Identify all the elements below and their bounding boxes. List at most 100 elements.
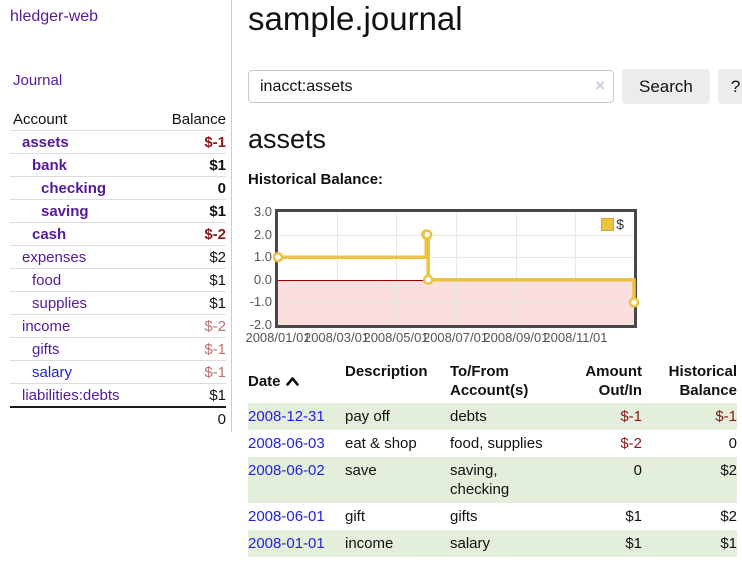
account-link[interactable]: gifts [32,340,60,358]
page-title: sample.journal [248,0,463,37]
account-balance-table: Account Balance assets $-1 bank $1 checking 0… [10,108,226,431]
register-row: 2008-06-02 save saving, checking 0 $2 [248,457,737,503]
x-axis-tick: 2008/07/01 [422,330,489,345]
data-point-marker [422,274,434,286]
y-axis-tick: 0.0 [253,271,272,287]
transaction-date-link[interactable]: 2008-06-03 [248,435,325,452]
account-balance: 0 [217,179,226,197]
nav-journal-link[interactable]: Journal [13,72,63,89]
account-balance: $1 [209,294,226,312]
account-heading: assets [248,124,327,154]
transaction-amount: 0 [633,462,642,479]
column-header-balance: Historical Balance [668,363,737,399]
transaction-description: pay off [345,408,390,425]
y-axis-tick: 2.0 [253,226,272,242]
transaction-amount: $-1 [620,408,642,425]
account-row: saving $1 [10,200,226,223]
account-row: cash $-2 [10,223,226,246]
chart-title: Historical Balance: [248,171,384,188]
search-button[interactable]: Search [622,69,710,104]
register-table: Date Description To/From Account(s) Amou… [248,362,737,557]
clear-search-icon[interactable]: × [595,76,605,95]
search-bar: × Search ? [248,69,742,104]
account-balance: $1 [209,271,226,289]
account-row: bank $1 [10,154,226,177]
data-point-marker [272,251,284,263]
account-link[interactable]: liabilities:debts [22,386,120,404]
column-header-description: Description [345,363,428,380]
transaction-balance: $2 [720,462,737,479]
register-row: 2008-12-31 pay off debts $-1 $-1 [248,403,737,430]
transaction-accounts: gifts [450,508,478,525]
account-balance: $-1 [204,133,226,151]
transaction-description: save [345,462,377,479]
account-row: gifts $-1 [10,338,226,361]
account-link[interactable]: saving [41,202,89,220]
sort-ascending-icon [285,376,299,386]
gridline [336,212,338,325]
transaction-accounts: saving, checking [450,462,510,498]
help-button[interactable]: ? [717,69,742,104]
transaction-balance: $1 [720,535,737,552]
transaction-date-link[interactable]: 2008-06-02 [248,462,325,479]
transaction-balance: 0 [728,435,737,452]
balance-series-line [272,229,640,308]
transaction-date-link[interactable]: 2008-12-31 [248,408,325,425]
transaction-description: eat & shop [345,435,417,452]
account-link[interactable]: checking [41,179,107,197]
x-axis-tick: 2008/01/01 [245,330,311,345]
x-axis-tick: 2008/11/01 [543,330,608,345]
transaction-amount: $1 [625,535,642,552]
x-axis-tick: 2008/05/01 [363,330,429,345]
account-balance: $2 [209,248,226,266]
account-balance: $-2 [204,225,226,243]
account-link[interactable]: cash [32,225,67,243]
legend-swatch-icon [601,217,615,231]
gridline [515,212,517,325]
account-balance: $-2 [204,317,226,335]
app-title-link[interactable]: hledger-web [10,8,99,25]
transaction-accounts: debts [450,408,487,425]
account-row: supplies $1 [10,292,226,315]
account-row: food $1 [10,269,226,292]
transaction-description: income [345,535,394,552]
total-balance: 0 [10,406,226,431]
account-link[interactable]: food [32,271,62,289]
transaction-date-link[interactable]: 2008-01-01 [248,535,325,552]
register-row: 2008-06-01 gift gifts $1 $2 [248,503,737,530]
historical-balance-chart: $ 3.0 2.0 1.0 0.0 -1.0 -2.0 2008/01/01 2008/03… [245,203,742,348]
gridline [396,212,398,325]
transaction-date-link[interactable]: 2008-06-01 [248,508,325,525]
column-header-amount: Amount Out/In [585,363,642,399]
gridline [575,212,577,325]
account-row: salary $-1 [10,361,226,384]
account-link[interactable]: expenses [22,248,87,266]
transaction-description: gift [345,508,366,525]
transaction-accounts: food, supplies [450,435,543,452]
x-axis-tick: 2008/03/01 [303,330,370,345]
transaction-balance: $-1 [715,408,737,425]
gridline [455,212,457,325]
account-row: income $-2 [10,315,226,338]
account-column-header: Account [13,110,68,128]
y-axis-tick: 3.0 [253,204,272,219]
account-link[interactable]: bank [32,156,68,174]
account-table-header: Account Balance [10,108,226,131]
search-input[interactable] [248,70,614,103]
transaction-accounts: salary [450,535,491,552]
account-link[interactable]: income [22,317,71,335]
account-balance: $-1 [204,340,226,358]
register-header-row: Date Description To/From Account(s) Amou… [248,362,737,400]
y-axis-tick: -1.0 [249,294,272,310]
account-balance: $1 [209,156,226,174]
account-row: expenses $2 [10,246,226,269]
account-link[interactable]: salary [32,363,73,381]
column-header-date[interactable]: Date [248,362,345,400]
account-link[interactable]: supplies [32,294,88,312]
data-point-marker [421,229,433,240]
y-axis-tick: -2.0 [249,317,272,332]
account-balance: $1 [209,202,226,220]
register-row: 2008-01-01 income salary $1 $1 [248,530,737,557]
transaction-amount: $1 [625,508,642,525]
account-link[interactable]: assets [22,133,69,151]
